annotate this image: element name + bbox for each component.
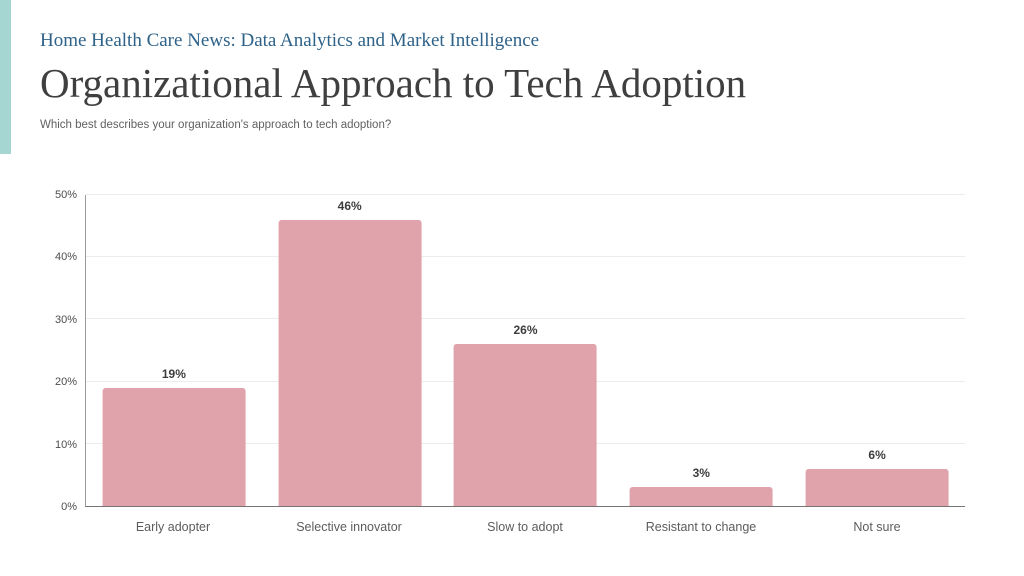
gridline: [86, 256, 965, 258]
page-title: Organizational Approach to Tech Adoption: [40, 59, 747, 106]
bar-value-label: 46%: [337, 198, 362, 213]
bar-value-label: 6%: [868, 447, 886, 462]
bar-band: 19%: [86, 195, 262, 506]
bar: [278, 219, 422, 506]
x-axis-label: Selective innovator: [296, 520, 402, 534]
bar-band: 26%: [438, 195, 614, 506]
bar-band: 46%: [262, 195, 438, 506]
eyebrow-source-label: Home Health Care News: Data Analytics an…: [40, 30, 540, 51]
y-axis-tick-label: 40%: [54, 251, 77, 264]
bar: [102, 387, 246, 506]
y-axis-tick-label: 0%: [61, 501, 77, 513]
y-axis-tick-labels: 0% 10% 20% 30% 40% 50%: [0, 189, 77, 513]
bar: [805, 468, 949, 506]
bar-value-label: 26%: [513, 323, 538, 338]
x-axis-labels: Early adopter Selective innovator Slow to …: [85, 507, 965, 537]
y-axis-tick-label: 50%: [54, 189, 77, 201]
x-axis-label: Resistant to change: [645, 520, 757, 534]
bar-band: 6%: [789, 195, 965, 506]
y-axis-tick-label: 30%: [54, 313, 77, 326]
bar-chart: 0% 10% 20% 30% 40% 50% 19% 46% 26% 3% 6% Early ad…: [0, 189, 1024, 540]
bar: [629, 487, 773, 506]
x-axis-label: Not sure: [853, 520, 901, 534]
y-axis-tick-label: 10%: [54, 438, 77, 451]
bar-band: 3%: [613, 195, 789, 506]
gridline: [86, 194, 965, 195]
gridline: [86, 318, 965, 320]
bar-value-label: 3%: [692, 466, 710, 481]
x-axis-label: Slow to adopt: [487, 520, 563, 534]
bar-value-label: 19%: [161, 366, 186, 381]
bar: [454, 344, 597, 506]
header: Home Health Care News: Data Analytics an…: [40, 30, 980, 131]
accent-bar: [0, 0, 11, 154]
x-axis-label: Early adopter: [135, 520, 211, 534]
plot-area: 19% 46% 26% 3% 6%: [85, 194, 965, 507]
y-axis-tick-label: 20%: [54, 376, 77, 389]
survey-question: Which best describes your organization's…: [40, 118, 392, 131]
